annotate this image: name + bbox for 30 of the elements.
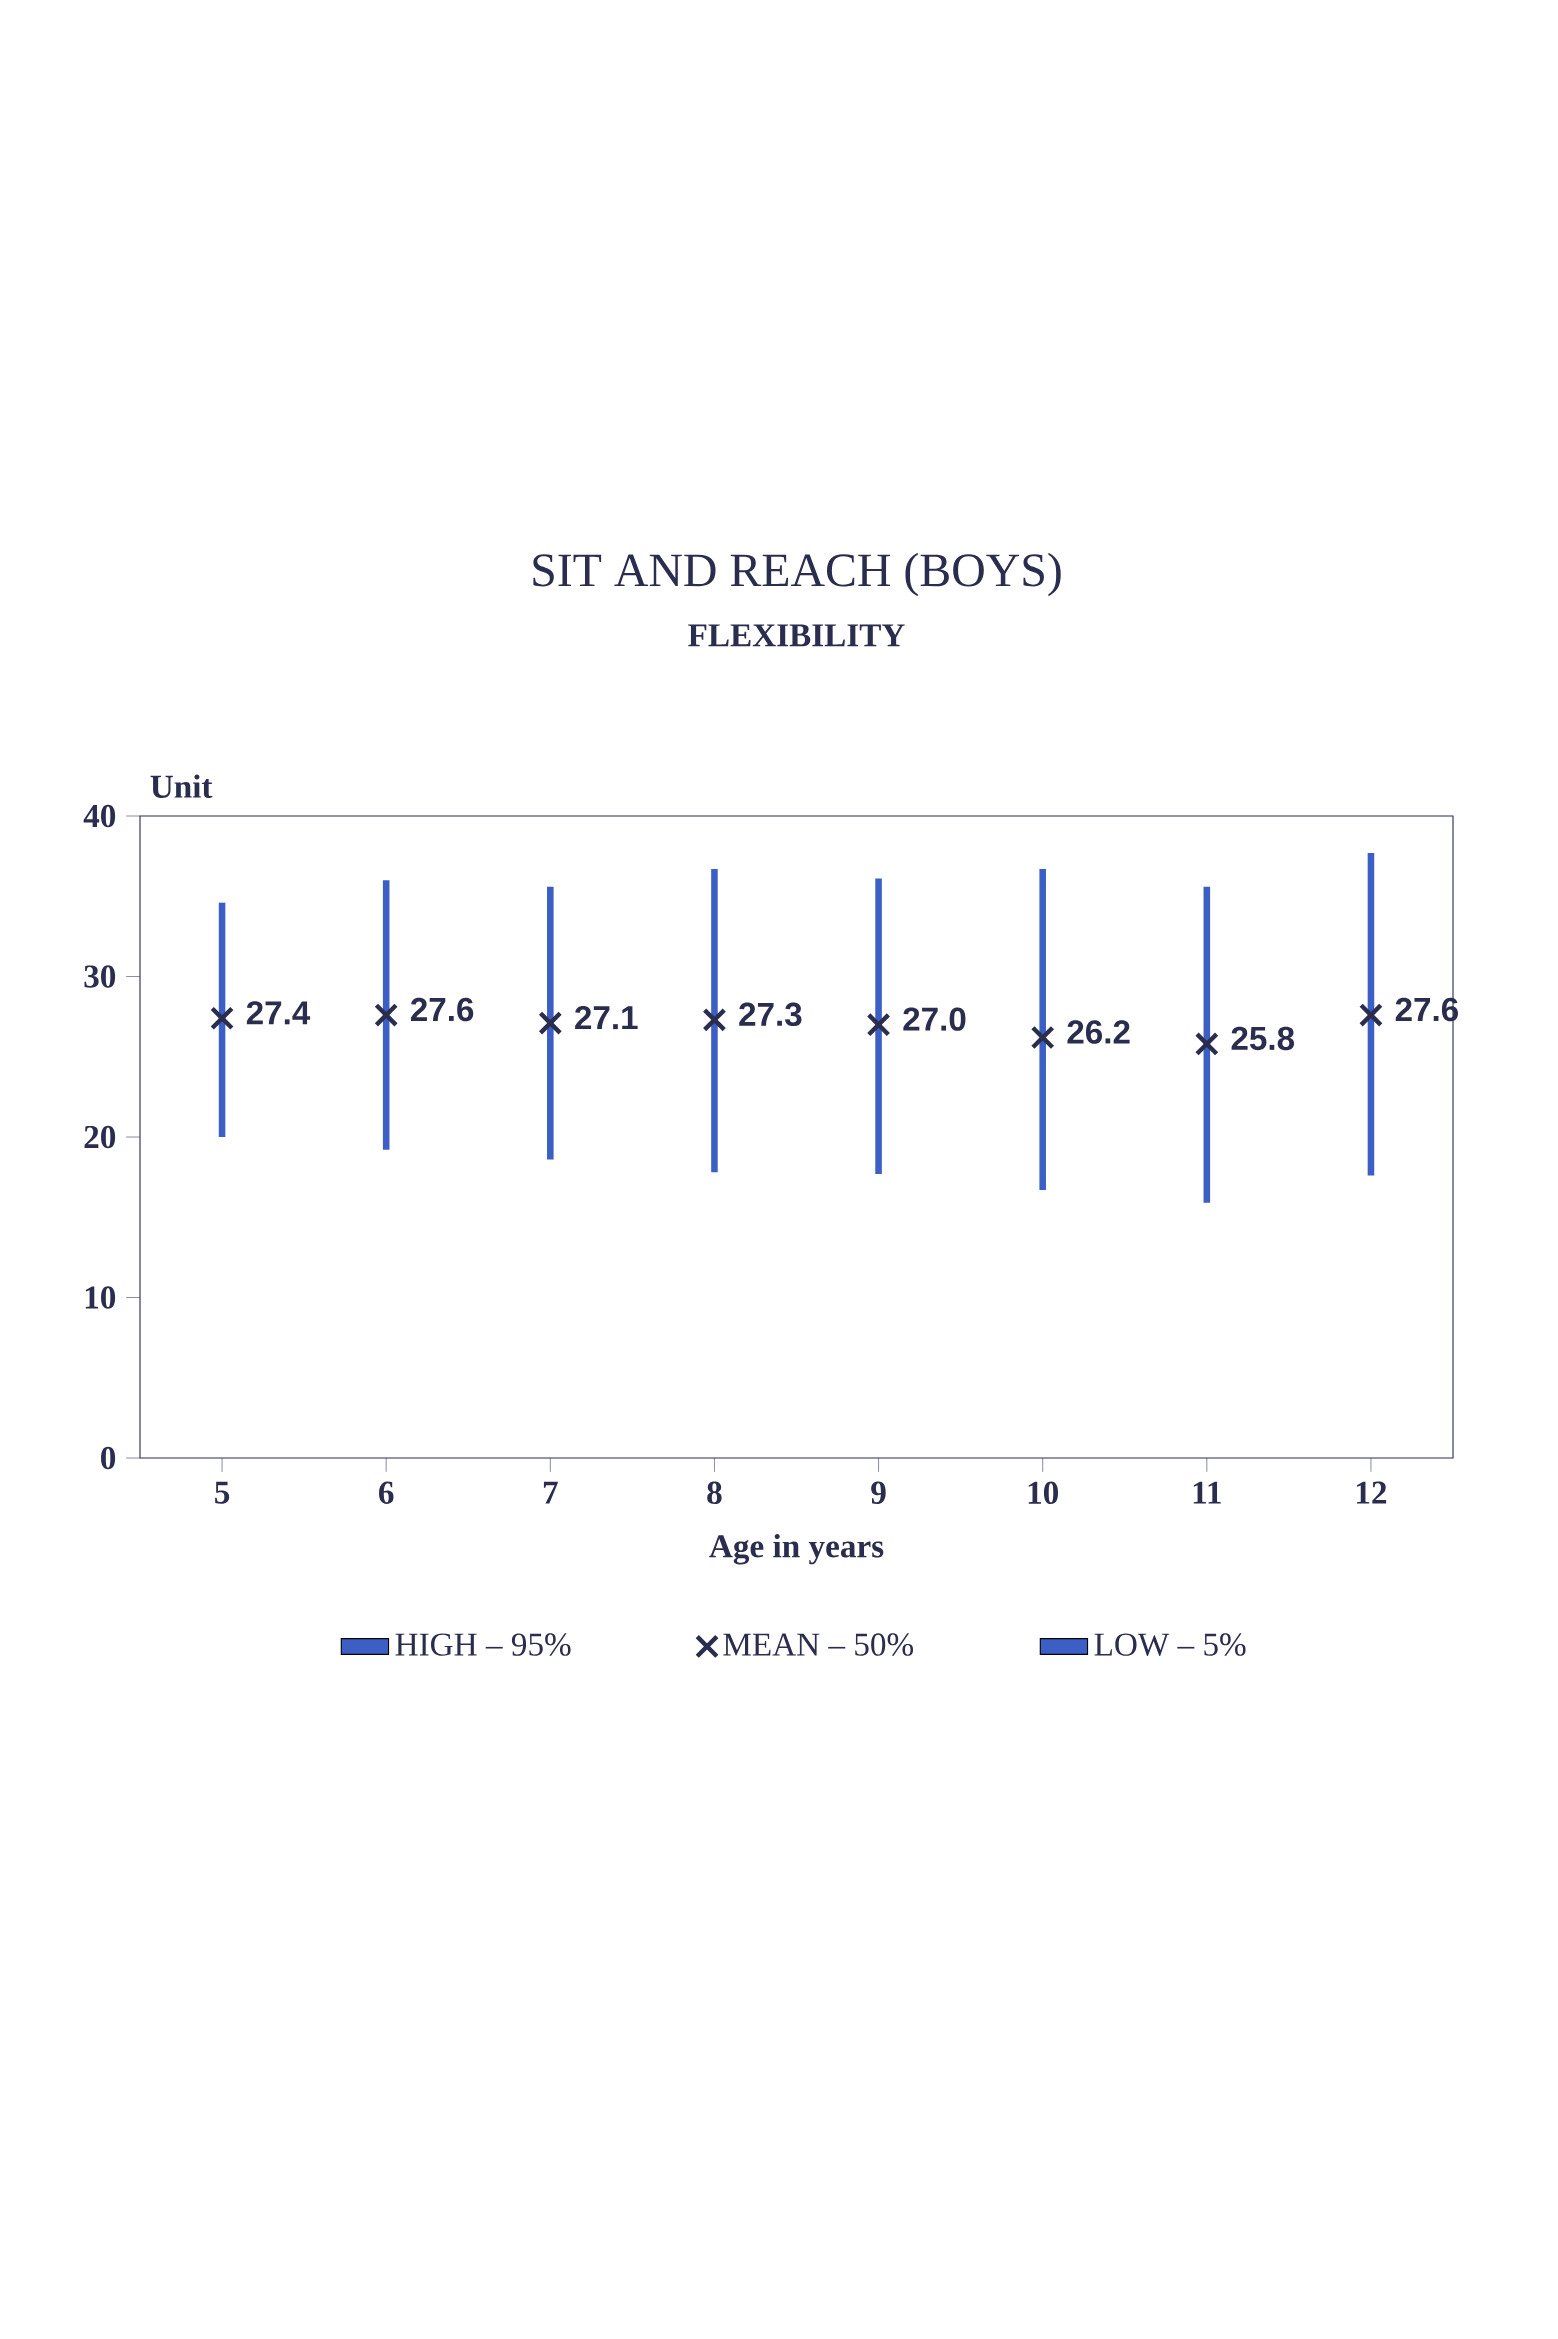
legend-label: HIGH – 95% bbox=[395, 1633, 571, 1656]
x-tick-label: 8 bbox=[707, 1481, 722, 1505]
bar bbox=[711, 868, 718, 1020]
legend-label: LOW – 5% bbox=[1094, 1633, 1246, 1656]
data-label: 26.2 bbox=[1067, 1020, 1130, 1044]
y-tick-label: 10 bbox=[85, 1286, 116, 1309]
y-axis-title: Unit bbox=[150, 774, 213, 798]
x-tick-label: 6 bbox=[379, 1481, 394, 1504]
y-tick-label: 20 bbox=[84, 1125, 116, 1149]
chart-title: SIT AND REACH (BOYS) bbox=[533, 552, 1061, 597]
x-tick-label: 12 bbox=[1356, 1481, 1387, 1504]
x-tick-label: 10 bbox=[1028, 1481, 1059, 1505]
data-label: 27.1 bbox=[575, 1005, 638, 1030]
data-label: 27.0 bbox=[903, 1007, 966, 1031]
data-label: 25.8 bbox=[1231, 1026, 1295, 1051]
data-label: 27.6 bbox=[410, 997, 474, 1022]
legend-label: MEAN – 50% bbox=[723, 1633, 914, 1656]
data-label: 27.3 bbox=[739, 1002, 802, 1027]
bar bbox=[547, 1023, 554, 1160]
x-tick-label: 11 bbox=[1193, 1481, 1221, 1504]
y-tick-label: 30 bbox=[84, 965, 116, 988]
data-label: 27.4 bbox=[246, 1001, 311, 1025]
x-axis-title: Age in years bbox=[709, 1534, 884, 1565]
y-tick-label: 0 bbox=[101, 1446, 116, 1470]
x-tick-label: 5 bbox=[215, 1481, 230, 1504]
chart-subtitle: FLEXIBILITY bbox=[688, 624, 905, 647]
x-tick-label: 7 bbox=[543, 1481, 558, 1504]
bar bbox=[1039, 868, 1046, 1038]
y-tick-label: 40 bbox=[83, 804, 116, 828]
x-tick-label: 9 bbox=[871, 1481, 886, 1504]
